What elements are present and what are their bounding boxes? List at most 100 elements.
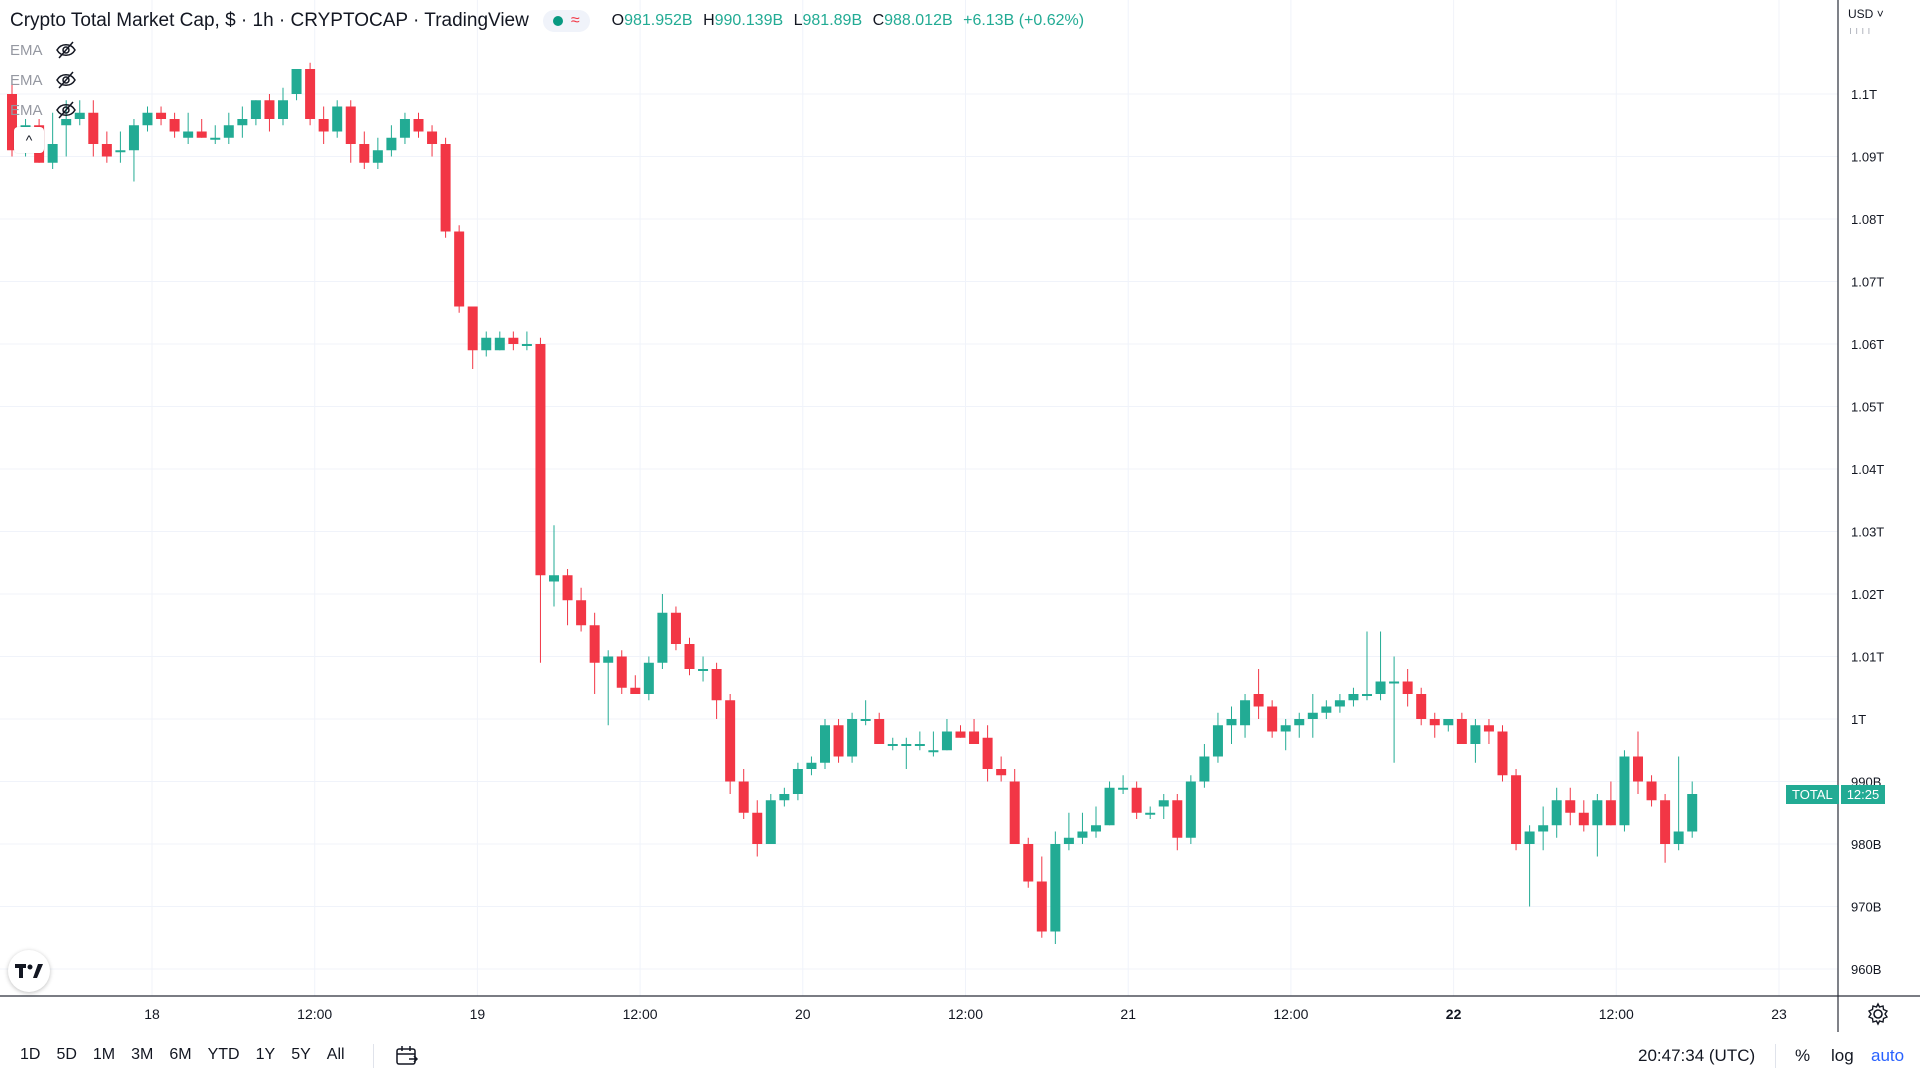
candle-down [589,612,600,694]
candle-body [792,769,803,794]
candle-body [1389,681,1400,684]
candle-down [725,694,736,794]
candle-up [1050,831,1061,944]
candle-down [156,106,167,126]
candle-body [765,800,776,844]
candle-up [1212,712,1223,763]
candle-body [1321,706,1332,713]
range-button-ytd[interactable]: YTD [207,1046,240,1063]
candle-up [128,119,139,182]
x-tick-label: 12:00 [1273,1006,1308,1022]
y-tick-label: 970B [1851,900,1881,915]
auto-scale-toggle[interactable]: auto [1871,1046,1905,1065]
candle-up [914,731,925,751]
candle-body [7,94,17,151]
open-value: 981.952B [624,12,693,29]
change-value: +6.13B (+0.62%) [963,12,1085,29]
candle-body [982,737,993,769]
candle-body [521,344,532,346]
candle-body [1673,831,1684,844]
candle-body [1077,831,1088,838]
candle-body [196,131,207,138]
candlestick-chart[interactable]: 1.1T 1.09T 1.08T 1.07T 1.06T 1.05T 1.04T 1.03T 1… [0,0,1920,1032]
candle-up [643,656,654,701]
candle-body [1294,719,1305,726]
candle-up [901,737,912,769]
candle-down [1009,769,1020,844]
candle-body [264,100,275,119]
candle-down [630,675,641,694]
candle-body [1185,781,1196,838]
candle-down [752,800,763,857]
indicator-row-1[interactable]: EMA [10,38,77,62]
y-tick-label: 1.06T [1851,337,1884,352]
candle-down [996,756,1007,782]
candle-body [725,700,736,782]
range-button-5y[interactable]: 5Y [291,1046,311,1063]
candle-body [657,612,668,663]
candle-down [1036,856,1047,938]
candle-down [1253,669,1264,719]
candle-down [359,131,370,169]
candle-body [1362,694,1372,696]
percent-scale-toggle[interactable]: % [1795,1046,1811,1065]
candle-up [1375,631,1386,701]
candle-body [47,144,58,163]
range-button-1d[interactable]: 1D [20,1046,41,1063]
eye-hidden-icon[interactable] [55,39,77,61]
chart-settings-icon[interactable] [1866,1002,1890,1026]
candle-body [874,719,885,744]
candle-body [278,100,288,119]
x-tick-label: 12:00 [1599,1006,1634,1022]
eye-hidden-icon[interactable] [55,69,77,91]
symbol-title[interactable]: Crypto Total Market Cap, $ · 1h · CRYPTO… [10,10,529,31]
candle-body [562,575,573,601]
range-button-1y[interactable]: 1Y [255,1046,276,1063]
tradingview-logo[interactable] [8,950,50,992]
utc-clock[interactable]: 20:47:34 (UTC) [1638,1046,1756,1065]
range-button-6m[interactable]: 6M [169,1046,192,1063]
goto-date-icon[interactable] [395,1045,419,1067]
candle-body [332,106,343,132]
y-tick-label: 1.09T [1851,150,1884,165]
indicator-row-2[interactable]: EMA [10,68,77,92]
candle-body [1416,694,1427,719]
candle-down [969,719,980,744]
candle-down [467,306,478,369]
range-button-3m[interactable]: 3M [131,1046,154,1063]
range-button-all[interactable]: All [326,1046,345,1063]
candle-down [955,725,966,738]
candle-down [7,81,17,157]
candle-body [372,150,383,163]
candle-body [1470,725,1481,744]
candle-body [399,119,410,138]
market-open-icon [552,16,563,26]
candle-body [1334,700,1345,707]
collapse-legend-button[interactable]: ^ [14,127,44,153]
indicator-row-3[interactable]: EMA [10,98,77,122]
candle-up [1592,794,1603,857]
candle-up [115,131,126,163]
candle-down [874,712,885,744]
candle-body [955,731,966,738]
y-tick-label: 1.1T [1851,87,1877,102]
candle-down [1416,687,1427,726]
candle-body [1402,681,1413,694]
candle-body [576,600,587,626]
candle-body [210,137,221,140]
range-button-1m[interactable]: 1M [92,1046,116,1063]
market-status[interactable]: ≈ [542,10,590,32]
candle-body [128,125,139,151]
eye-hidden-icon[interactable] [55,99,77,121]
candle-body [1307,712,1318,719]
candle-body [291,69,302,94]
candle-body [1158,800,1169,807]
log-scale-toggle[interactable]: log [1831,1046,1854,1065]
range-button-5d[interactable]: 5D [56,1046,77,1063]
candle-body [1429,719,1440,726]
candle-down [508,331,519,351]
candle-down [101,131,112,163]
date-range-buttons: 1D 5D 1M 3M 6M YTD 1Y 5Y All [12,1046,353,1064]
candle-body [860,719,871,721]
currency-selector[interactable]: USD ˅ [1848,7,1884,21]
